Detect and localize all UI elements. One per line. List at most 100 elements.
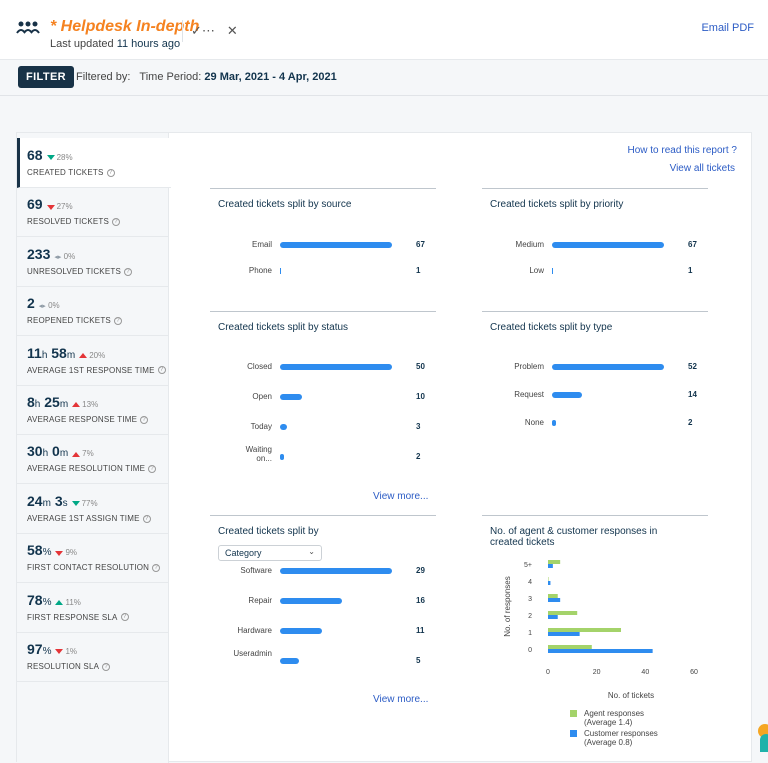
bar-value: 67 xyxy=(688,240,697,249)
legend-swatch xyxy=(570,730,577,737)
chat-avatar-icon[interactable] xyxy=(758,724,768,738)
report-header: * Helpdesk In-depth Last updated 11 hour… xyxy=(0,0,768,60)
info-icon[interactable]: ? xyxy=(106,168,115,177)
metric-trend: 20% xyxy=(89,350,106,360)
metric-unresolved-tickets[interactable]: 233 ◂▸ 0% UNRESOLVED TICKETS? xyxy=(17,237,169,287)
trend-down-icon xyxy=(46,204,55,210)
bar-row[interactable]: Repair 16 xyxy=(210,594,436,608)
metric-average-1st-assign-time[interactable]: 24m 3s 77% AVERAGE 1ST ASSIGN TIME? xyxy=(17,484,169,534)
metric-reopened-tickets[interactable]: 2 ◂▸ 0% REOPENED TICKETS? xyxy=(17,286,169,337)
bar-row[interactable]: Request 14 xyxy=(482,388,708,402)
trend-up-icon xyxy=(72,451,81,457)
metric-label: REOPENED TICKETS xyxy=(27,316,111,326)
bar-row[interactable]: Waiting on... 2 xyxy=(210,445,436,464)
email-pdf-link[interactable]: Email PDF xyxy=(701,22,754,34)
metric-average-response-time[interactable]: 8h 25m 13% AVERAGE RESPONSE TIME? xyxy=(17,385,169,435)
report-content: 68 28% CREATED TICKETS? 69 27% RESOLVED TICKE… xyxy=(16,132,752,763)
bar-value: 2 xyxy=(416,452,421,461)
info-icon[interactable]: ? xyxy=(152,564,161,573)
metric-first-response-sla[interactable]: 78% 11% FIRST RESPONSE SLA? xyxy=(17,583,169,633)
trend-up-icon xyxy=(79,352,88,358)
bar-row[interactable]: Hardware 11 xyxy=(210,624,436,638)
bar-customer[interactable] xyxy=(548,564,553,568)
bar xyxy=(280,364,392,370)
bar xyxy=(280,424,287,430)
card-title: Created tickets split by type xyxy=(490,322,613,333)
close-icon[interactable]: ✕ xyxy=(226,23,238,38)
bar xyxy=(280,394,303,400)
metric-trend: 13% xyxy=(82,400,99,409)
metric-label: FIRST RESPONSE SLA xyxy=(27,612,118,622)
legend-note: (Average 1.4) xyxy=(584,718,633,727)
y-tick-label: 4 xyxy=(528,579,532,586)
metric-value: 24m 3s 77% xyxy=(27,492,98,509)
info-icon[interactable]: ? xyxy=(102,662,111,671)
bar-customer[interactable] xyxy=(548,649,653,653)
info-icon[interactable]: ? xyxy=(148,465,157,474)
metric-trend: 0% xyxy=(48,301,60,311)
info-icon[interactable]: ? xyxy=(140,415,149,424)
y-tick-label: 2 xyxy=(528,613,532,620)
bar-row[interactable]: Useradmin 5 xyxy=(210,649,436,668)
responses-chart-title: No. of agent & customer responses in cre… xyxy=(490,526,658,548)
info-icon[interactable]: ? xyxy=(112,218,121,227)
bar-agent[interactable] xyxy=(548,628,621,632)
info-icon[interactable]: ? xyxy=(142,514,151,523)
bar-customer[interactable] xyxy=(548,581,551,585)
bar-agent[interactable] xyxy=(548,611,578,615)
bar xyxy=(552,268,553,274)
report-title: * Helpdesk In-depth xyxy=(50,18,200,35)
info-icon[interactable]: ? xyxy=(157,366,166,375)
bar-row[interactable]: Phone 1 xyxy=(210,264,436,278)
trend-down-icon xyxy=(55,550,64,556)
view-more-category-link[interactable]: View more... xyxy=(373,694,429,705)
bar-row[interactable]: Medium 67 xyxy=(482,238,708,252)
bar-customer[interactable] xyxy=(548,632,580,636)
metric-value: 11h 58m 20% xyxy=(27,344,106,361)
bar xyxy=(280,568,392,574)
category-select[interactable]: Category ⌄ xyxy=(218,545,322,561)
bar-label: None xyxy=(524,418,544,427)
x-tick-label: 60 xyxy=(690,669,698,676)
chat-avatar-body-icon xyxy=(760,734,768,752)
bar-customer[interactable] xyxy=(548,598,561,602)
info-icon[interactable]: ? xyxy=(124,267,132,276)
bar-agent[interactable] xyxy=(548,645,592,649)
bar-customer[interactable] xyxy=(548,615,558,619)
bar-row[interactable]: Problem 52 xyxy=(482,360,708,374)
view-more-status-link[interactable]: View more... xyxy=(373,491,429,502)
bar-row[interactable]: Email 67 xyxy=(210,238,436,252)
info-icon[interactable]: ? xyxy=(113,317,122,326)
view-all-tickets-link[interactable]: View all tickets xyxy=(669,163,735,174)
bar-value: 5 xyxy=(416,656,421,665)
responses-chart: 5+ 4 3 2 1 0 0 20 40 60 No. of tickets No. of respo… xyxy=(503,560,698,747)
bar-row[interactable]: Open 10 xyxy=(210,390,436,404)
bar-row[interactable]: Today 3 xyxy=(210,420,436,434)
metric-resolved-tickets[interactable]: 69 27% RESOLVED TICKETS? xyxy=(17,187,169,238)
trend-down-icon xyxy=(71,501,80,507)
metric-average-1st-response-time[interactable]: 11h 58m 20% AVERAGE 1ST RESPONSE TIME? xyxy=(17,336,169,386)
metric-first-contact-resolution[interactable]: 58% 9% FIRST CONTACT RESOLUTION? xyxy=(17,533,169,584)
info-icon[interactable]: ? xyxy=(120,613,129,622)
bar-value: 14 xyxy=(688,390,697,399)
bar-row[interactable]: Software 29 xyxy=(210,564,436,578)
bar xyxy=(280,454,285,460)
bar-label: Phone xyxy=(248,266,272,275)
bar-agent[interactable] xyxy=(548,577,549,581)
bar-row[interactable]: None 2 xyxy=(482,416,708,430)
metric-label: AVERAGE 1ST RESPONSE TIME xyxy=(27,365,155,375)
bar xyxy=(280,598,342,604)
bar-row[interactable]: Low 1 xyxy=(482,264,708,278)
how-to-read-link[interactable]: How to read this report ? xyxy=(627,145,738,156)
metric-value: 233 ◂▸ 0% xyxy=(27,245,76,262)
check-more-icon[interactable]: ✓⋯ xyxy=(191,23,215,38)
bar xyxy=(280,628,323,634)
filter-button[interactable]: FILTER xyxy=(18,66,74,88)
bar-agent[interactable] xyxy=(548,594,558,598)
metric-average-resolution-time[interactable]: 30h 0m 7% AVERAGE RESOLUTION TIME? xyxy=(17,434,169,485)
metric-created-tickets[interactable]: 68 28% CREATED TICKETS? xyxy=(17,138,171,188)
bar-row[interactable]: Closed 50 xyxy=(210,360,436,374)
filter-summary: Filtered by: Time Period: 29 Mar, 2021 -… xyxy=(76,71,337,83)
bar-agent[interactable] xyxy=(548,560,561,564)
metric-resolution-sla[interactable]: 97% 1% RESOLUTION SLA? xyxy=(17,632,169,682)
